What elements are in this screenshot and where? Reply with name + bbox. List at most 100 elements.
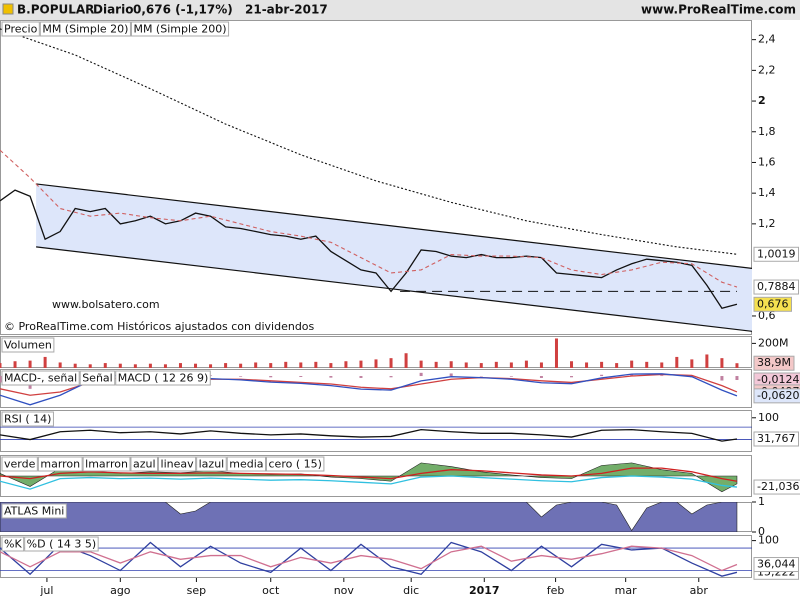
bar bbox=[509, 376, 513, 377]
bar bbox=[103, 363, 107, 368]
symbol: B.POPULAR bbox=[17, 3, 94, 17]
value-label: -0,0124 bbox=[757, 373, 799, 386]
y-tick-label: 1,8 bbox=[758, 125, 776, 138]
bar bbox=[660, 375, 664, 377]
legend-box bbox=[130, 456, 159, 472]
bar bbox=[359, 376, 363, 378]
x-tick-label: dic bbox=[403, 584, 419, 597]
bar bbox=[209, 364, 213, 368]
y-tick-label: 1,6 bbox=[758, 155, 776, 168]
value-label-box bbox=[753, 279, 799, 295]
legend-label: lmarron bbox=[85, 458, 128, 471]
legend-box bbox=[115, 370, 211, 386]
legend-label: %D ( 14 3 5) bbox=[27, 538, 97, 551]
legend-box bbox=[1, 503, 67, 519]
value-label: -21,036 bbox=[757, 480, 799, 493]
legend-box bbox=[266, 456, 325, 472]
date: 21-abr-2017 bbox=[245, 3, 328, 17]
bar bbox=[359, 360, 363, 368]
line bbox=[0, 428, 738, 442]
bar bbox=[269, 376, 273, 378]
channel-line bbox=[36, 183, 752, 269]
bar bbox=[660, 362, 664, 368]
channel-line bbox=[36, 246, 752, 332]
bar bbox=[720, 376, 724, 381]
bar bbox=[449, 373, 453, 377]
bar bbox=[389, 376, 393, 378]
legend-label: Señal bbox=[82, 372, 113, 385]
bar bbox=[494, 361, 498, 368]
value-label-box bbox=[753, 355, 795, 371]
legend-box bbox=[158, 456, 197, 472]
bar bbox=[374, 359, 378, 368]
legend-box bbox=[1, 337, 55, 353]
value-label-box bbox=[753, 479, 800, 495]
legend-label: MACD ( 12 26 9) bbox=[118, 372, 209, 385]
line bbox=[0, 475, 738, 490]
legend-box bbox=[37, 456, 83, 472]
bar bbox=[600, 361, 604, 368]
line bbox=[0, 28, 738, 255]
bar bbox=[600, 374, 604, 377]
x-tick-label: nov bbox=[334, 584, 355, 597]
legend-box bbox=[24, 536, 99, 552]
legend-label: azul bbox=[133, 458, 156, 471]
bar bbox=[735, 363, 739, 368]
y-tick-label: 0 bbox=[758, 525, 765, 538]
bar bbox=[449, 361, 453, 368]
bar bbox=[720, 358, 724, 368]
value-label-box bbox=[753, 431, 799, 447]
value-label: -0,0620 bbox=[757, 389, 799, 402]
bar bbox=[194, 363, 198, 368]
bar bbox=[705, 354, 709, 368]
bar bbox=[148, 363, 152, 368]
legend-box bbox=[130, 21, 230, 37]
bar bbox=[690, 359, 694, 368]
bar bbox=[239, 363, 243, 368]
panel-plot bbox=[0, 28, 752, 332]
y-tick-label: 2 bbox=[758, 94, 766, 107]
y-tick-label: 100 bbox=[758, 411, 779, 424]
annotation: © ProRealTime.com Históricos ajustados c… bbox=[4, 320, 315, 333]
legend-label: MM (Simple 20) bbox=[42, 23, 128, 36]
x-tick-label: sep bbox=[187, 584, 206, 597]
period: Diario bbox=[93, 3, 133, 17]
y-tick-label: 1,2 bbox=[758, 217, 776, 230]
bar bbox=[509, 362, 513, 368]
legend-box bbox=[196, 456, 227, 472]
bar bbox=[675, 356, 679, 368]
bar bbox=[118, 363, 122, 368]
bar bbox=[133, 364, 137, 368]
panel-plot bbox=[0, 338, 739, 368]
legend-label: media bbox=[229, 458, 263, 471]
bar bbox=[73, 363, 77, 368]
legend-label: cero ( 15) bbox=[269, 458, 322, 471]
legend-label: lineav bbox=[161, 458, 195, 471]
bar bbox=[239, 376, 243, 377]
bar bbox=[464, 362, 468, 368]
x-tick-label: jul bbox=[39, 584, 53, 597]
bar bbox=[224, 363, 228, 368]
value-label: 0,676 bbox=[757, 297, 789, 310]
bar bbox=[299, 362, 303, 368]
y-tick-label: 1,4 bbox=[758, 186, 776, 199]
bar bbox=[570, 361, 574, 368]
bar bbox=[645, 361, 649, 368]
legend-box bbox=[1, 536, 25, 552]
bar bbox=[615, 363, 619, 368]
bar bbox=[43, 356, 47, 368]
x-tick-label: ago bbox=[110, 584, 131, 597]
bar bbox=[539, 376, 543, 378]
value-label-box bbox=[753, 388, 800, 404]
bar bbox=[0, 376, 2, 383]
panel-plot bbox=[0, 426, 752, 442]
bar bbox=[735, 376, 739, 380]
value-label: 38,9M bbox=[757, 356, 791, 369]
legend-label: RSI ( 14) bbox=[4, 413, 51, 426]
legend-label: MM (Simple 200) bbox=[133, 23, 226, 36]
bar bbox=[630, 374, 634, 377]
x-tick-label: abr bbox=[690, 584, 709, 597]
bar bbox=[479, 363, 483, 368]
